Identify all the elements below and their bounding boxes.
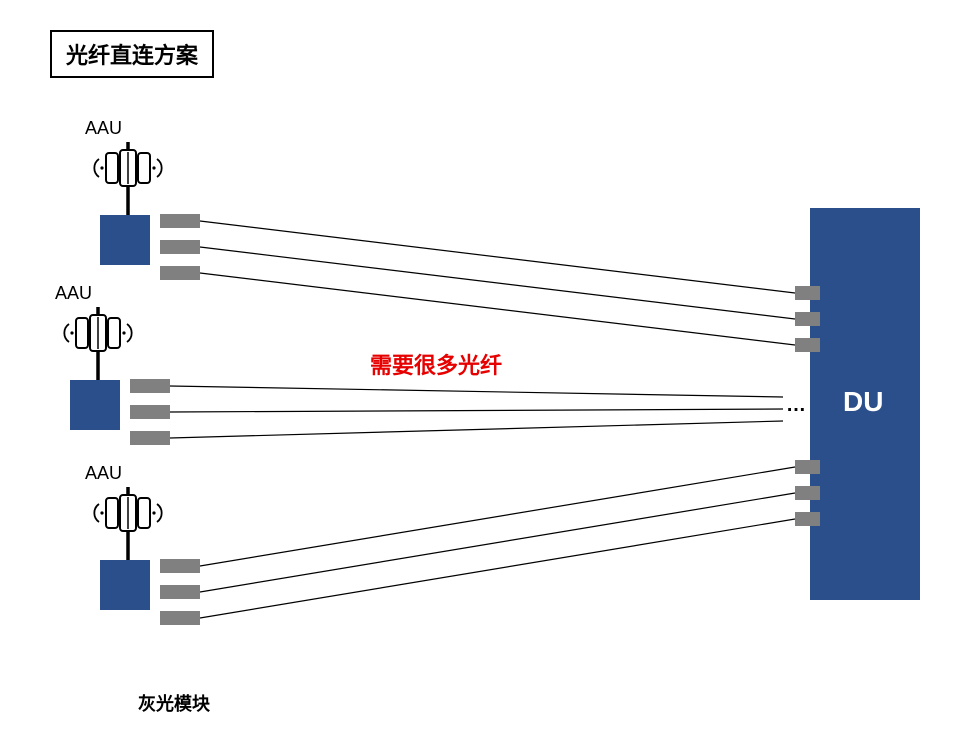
fiber-line: [200, 493, 795, 592]
gray-optical-module: [160, 611, 200, 625]
aau-label-1: AAU: [85, 118, 122, 139]
fiber-line: [200, 221, 795, 293]
gray-optical-module: [130, 379, 170, 393]
du-port: [795, 312, 820, 326]
gray-optical-module: [160, 240, 200, 254]
du-port: [795, 286, 820, 300]
fiber-line: [170, 386, 783, 397]
gray-module-label: 灰光模块: [138, 690, 210, 716]
aau-equipment-box: [100, 560, 150, 610]
title-box: 光纤直连方案: [50, 30, 214, 78]
fiber-line: [200, 247, 795, 319]
du-ellipsis: …: [786, 394, 806, 417]
fiber-line: [200, 467, 795, 566]
fiber-line: [200, 273, 795, 345]
aau-antenna-icon: [64, 307, 131, 380]
fiber-line: [170, 409, 783, 412]
aau-label-2: AAU: [55, 283, 92, 304]
gray-optical-module: [160, 585, 200, 599]
aau-antenna-icon: [94, 142, 161, 215]
aau-antenna-icon: [94, 487, 161, 560]
aau-label-3: AAU: [85, 463, 122, 484]
center-annotation: 需要很多光纤: [370, 348, 502, 380]
aau-equipment-box: [70, 380, 120, 430]
du-port: [795, 512, 820, 526]
aau-equipment-box: [100, 215, 150, 265]
du-label: DU: [843, 386, 883, 418]
gray-optical-module: [130, 405, 170, 419]
gray-optical-module: [160, 214, 200, 228]
fiber-line: [170, 421, 783, 438]
gray-optical-module: [130, 431, 170, 445]
gray-optical-module: [160, 559, 200, 573]
du-port: [795, 486, 820, 500]
gray-optical-module: [160, 266, 200, 280]
du-port: [795, 338, 820, 352]
du-port: [795, 460, 820, 474]
fiber-line: [200, 519, 795, 618]
